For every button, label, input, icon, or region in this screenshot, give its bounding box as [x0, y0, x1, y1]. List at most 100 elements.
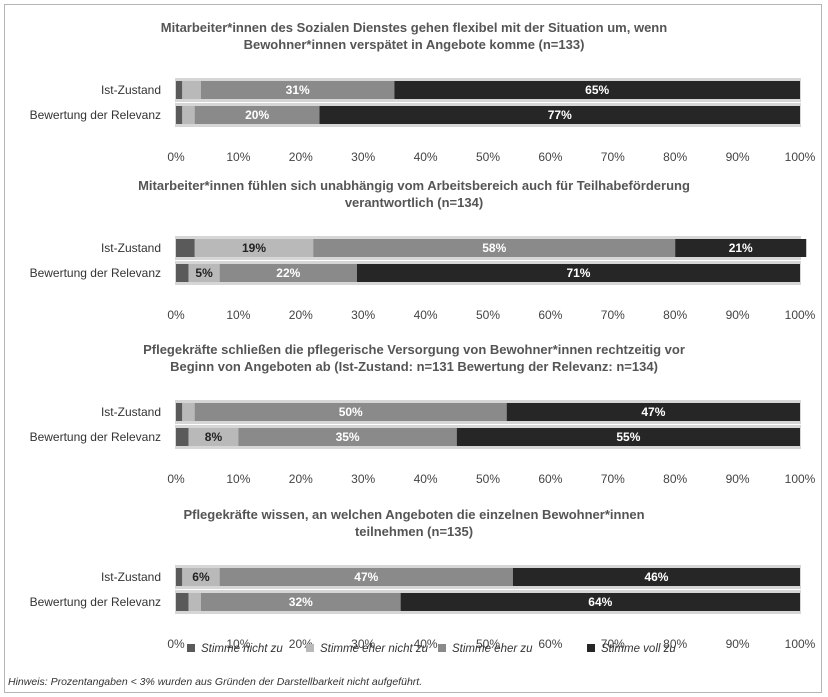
x-tick-label: 90%	[726, 637, 750, 651]
bar-segment	[194, 239, 314, 257]
chart-title-line: Beginn von Angeboten ab (Ist-Zustand: n=…	[170, 359, 658, 374]
bar-segment	[188, 593, 201, 611]
bar-segment	[176, 239, 195, 257]
bar-segment	[456, 428, 800, 446]
x-tick-label: 10%	[226, 150, 250, 164]
x-tick-label: 100%	[785, 150, 816, 164]
x-tick-label: 50%	[476, 308, 500, 322]
x-tick-label: 60%	[538, 150, 562, 164]
x-tick-label: 10%	[226, 472, 250, 486]
data-label: 32%	[289, 595, 313, 609]
x-tick-label: 40%	[414, 308, 438, 322]
x-tick-label: 50%	[476, 637, 500, 651]
x-tick-label: 70%	[601, 308, 625, 322]
bar-segment	[176, 403, 183, 421]
x-tick-label: 40%	[414, 637, 438, 651]
x-tick-label: 90%	[726, 472, 750, 486]
data-label: 5%	[195, 266, 213, 280]
bar-segment	[675, 239, 807, 257]
bar-segment	[200, 81, 395, 99]
x-tick-label: 80%	[663, 308, 687, 322]
x-tick-label: 20%	[289, 150, 313, 164]
chart-title-line: Pflegekräfte schließen die pflegerische …	[143, 342, 685, 357]
data-label: 65%	[585, 83, 609, 97]
bar-segment	[176, 428, 189, 446]
data-label: 20%	[245, 108, 269, 122]
category-label: Ist-Zustand	[101, 83, 161, 97]
bar-segment	[176, 593, 189, 611]
x-tick-label: 90%	[726, 308, 750, 322]
chart-panel-4: Pflegekräfte wissen, an welchen Angebote…	[30, 507, 816, 651]
legend-label: Stimme voll zu	[601, 643, 676, 655]
bar-segment	[194, 106, 320, 124]
legend-swatch	[438, 644, 446, 652]
chart-panel-1: Mitarbeiter*innen des Sozialen Dienstes …	[30, 20, 816, 164]
x-tick-label: 40%	[414, 150, 438, 164]
bar-segment	[182, 403, 195, 421]
category-label: Bewertung der Relevanz	[30, 108, 161, 122]
legend-label: Stimme eher zu	[452, 643, 533, 655]
data-label: 77%	[548, 108, 572, 122]
bar-segment	[319, 106, 800, 124]
data-label: 31%	[286, 83, 310, 97]
bar-segment	[400, 593, 800, 611]
x-tick-label: 60%	[538, 637, 562, 651]
x-tick-label: 0%	[167, 150, 185, 164]
footnote: Hinweis: Prozentangaben < 3% wurden aus …	[8, 676, 422, 688]
data-label: 6%	[192, 570, 210, 584]
x-tick-label: 20%	[289, 472, 313, 486]
data-label: 22%	[276, 266, 300, 280]
data-label: 47%	[354, 570, 378, 584]
x-tick-label: 20%	[289, 308, 313, 322]
chart-panel-3: Pflegekräfte schließen die pflegerische …	[30, 342, 816, 486]
x-tick-label: 80%	[663, 637, 687, 651]
bar-segment	[188, 428, 239, 446]
x-tick-label: 40%	[414, 472, 438, 486]
bar-segment	[394, 81, 800, 99]
x-tick-label: 0%	[167, 472, 185, 486]
bar-segment	[176, 106, 183, 124]
bar-segment	[176, 81, 183, 99]
data-label: 35%	[336, 430, 360, 444]
data-label: 8%	[205, 430, 223, 444]
x-tick-label: 80%	[663, 472, 687, 486]
x-tick-label: 100%	[785, 637, 816, 651]
x-tick-label: 90%	[726, 150, 750, 164]
chart-title-line: teilnehmen (n=135)	[355, 524, 473, 539]
bar-segment	[356, 264, 800, 282]
legend-swatch	[587, 644, 595, 652]
bar-segment	[182, 81, 201, 99]
x-tick-label: 100%	[785, 308, 816, 322]
x-tick-label: 10%	[226, 637, 250, 651]
x-tick-label: 0%	[167, 308, 185, 322]
chart-title-line: Bewohner*innen verspätet in Angebote kom…	[244, 37, 585, 52]
bar-segment	[188, 264, 220, 282]
legend-swatch	[306, 644, 314, 652]
bar-segment	[238, 428, 457, 446]
data-label: 19%	[242, 241, 266, 255]
bar-segment	[176, 264, 189, 282]
bar-segment	[194, 403, 507, 421]
x-tick-label: 50%	[476, 472, 500, 486]
chart-title-line: Mitarbeiter*innen fühlen sich unabhängig…	[138, 178, 690, 193]
data-label: 21%	[729, 241, 753, 255]
chart-panel-2: Mitarbeiter*innen fühlen sich unabhängig…	[30, 178, 816, 322]
data-label: 55%	[616, 430, 640, 444]
x-tick-label: 30%	[351, 472, 375, 486]
x-tick-label: 80%	[663, 150, 687, 164]
legend-label: Stimme eher nicht zu	[320, 643, 429, 655]
bar-segment	[313, 239, 676, 257]
category-label: Bewertung der Relevanz	[30, 430, 161, 444]
chart-title-line: Pflegekräfte wissen, an welchen Angebote…	[183, 507, 644, 522]
x-tick-label: 30%	[351, 308, 375, 322]
data-label: 58%	[482, 241, 506, 255]
x-tick-label: 70%	[601, 637, 625, 651]
x-tick-label: 60%	[538, 308, 562, 322]
x-tick-label: 70%	[601, 472, 625, 486]
bar-segment	[219, 264, 357, 282]
data-label: 46%	[644, 570, 668, 584]
x-tick-label: 60%	[538, 472, 562, 486]
bar-segment	[182, 568, 220, 586]
bar-segment	[182, 106, 195, 124]
